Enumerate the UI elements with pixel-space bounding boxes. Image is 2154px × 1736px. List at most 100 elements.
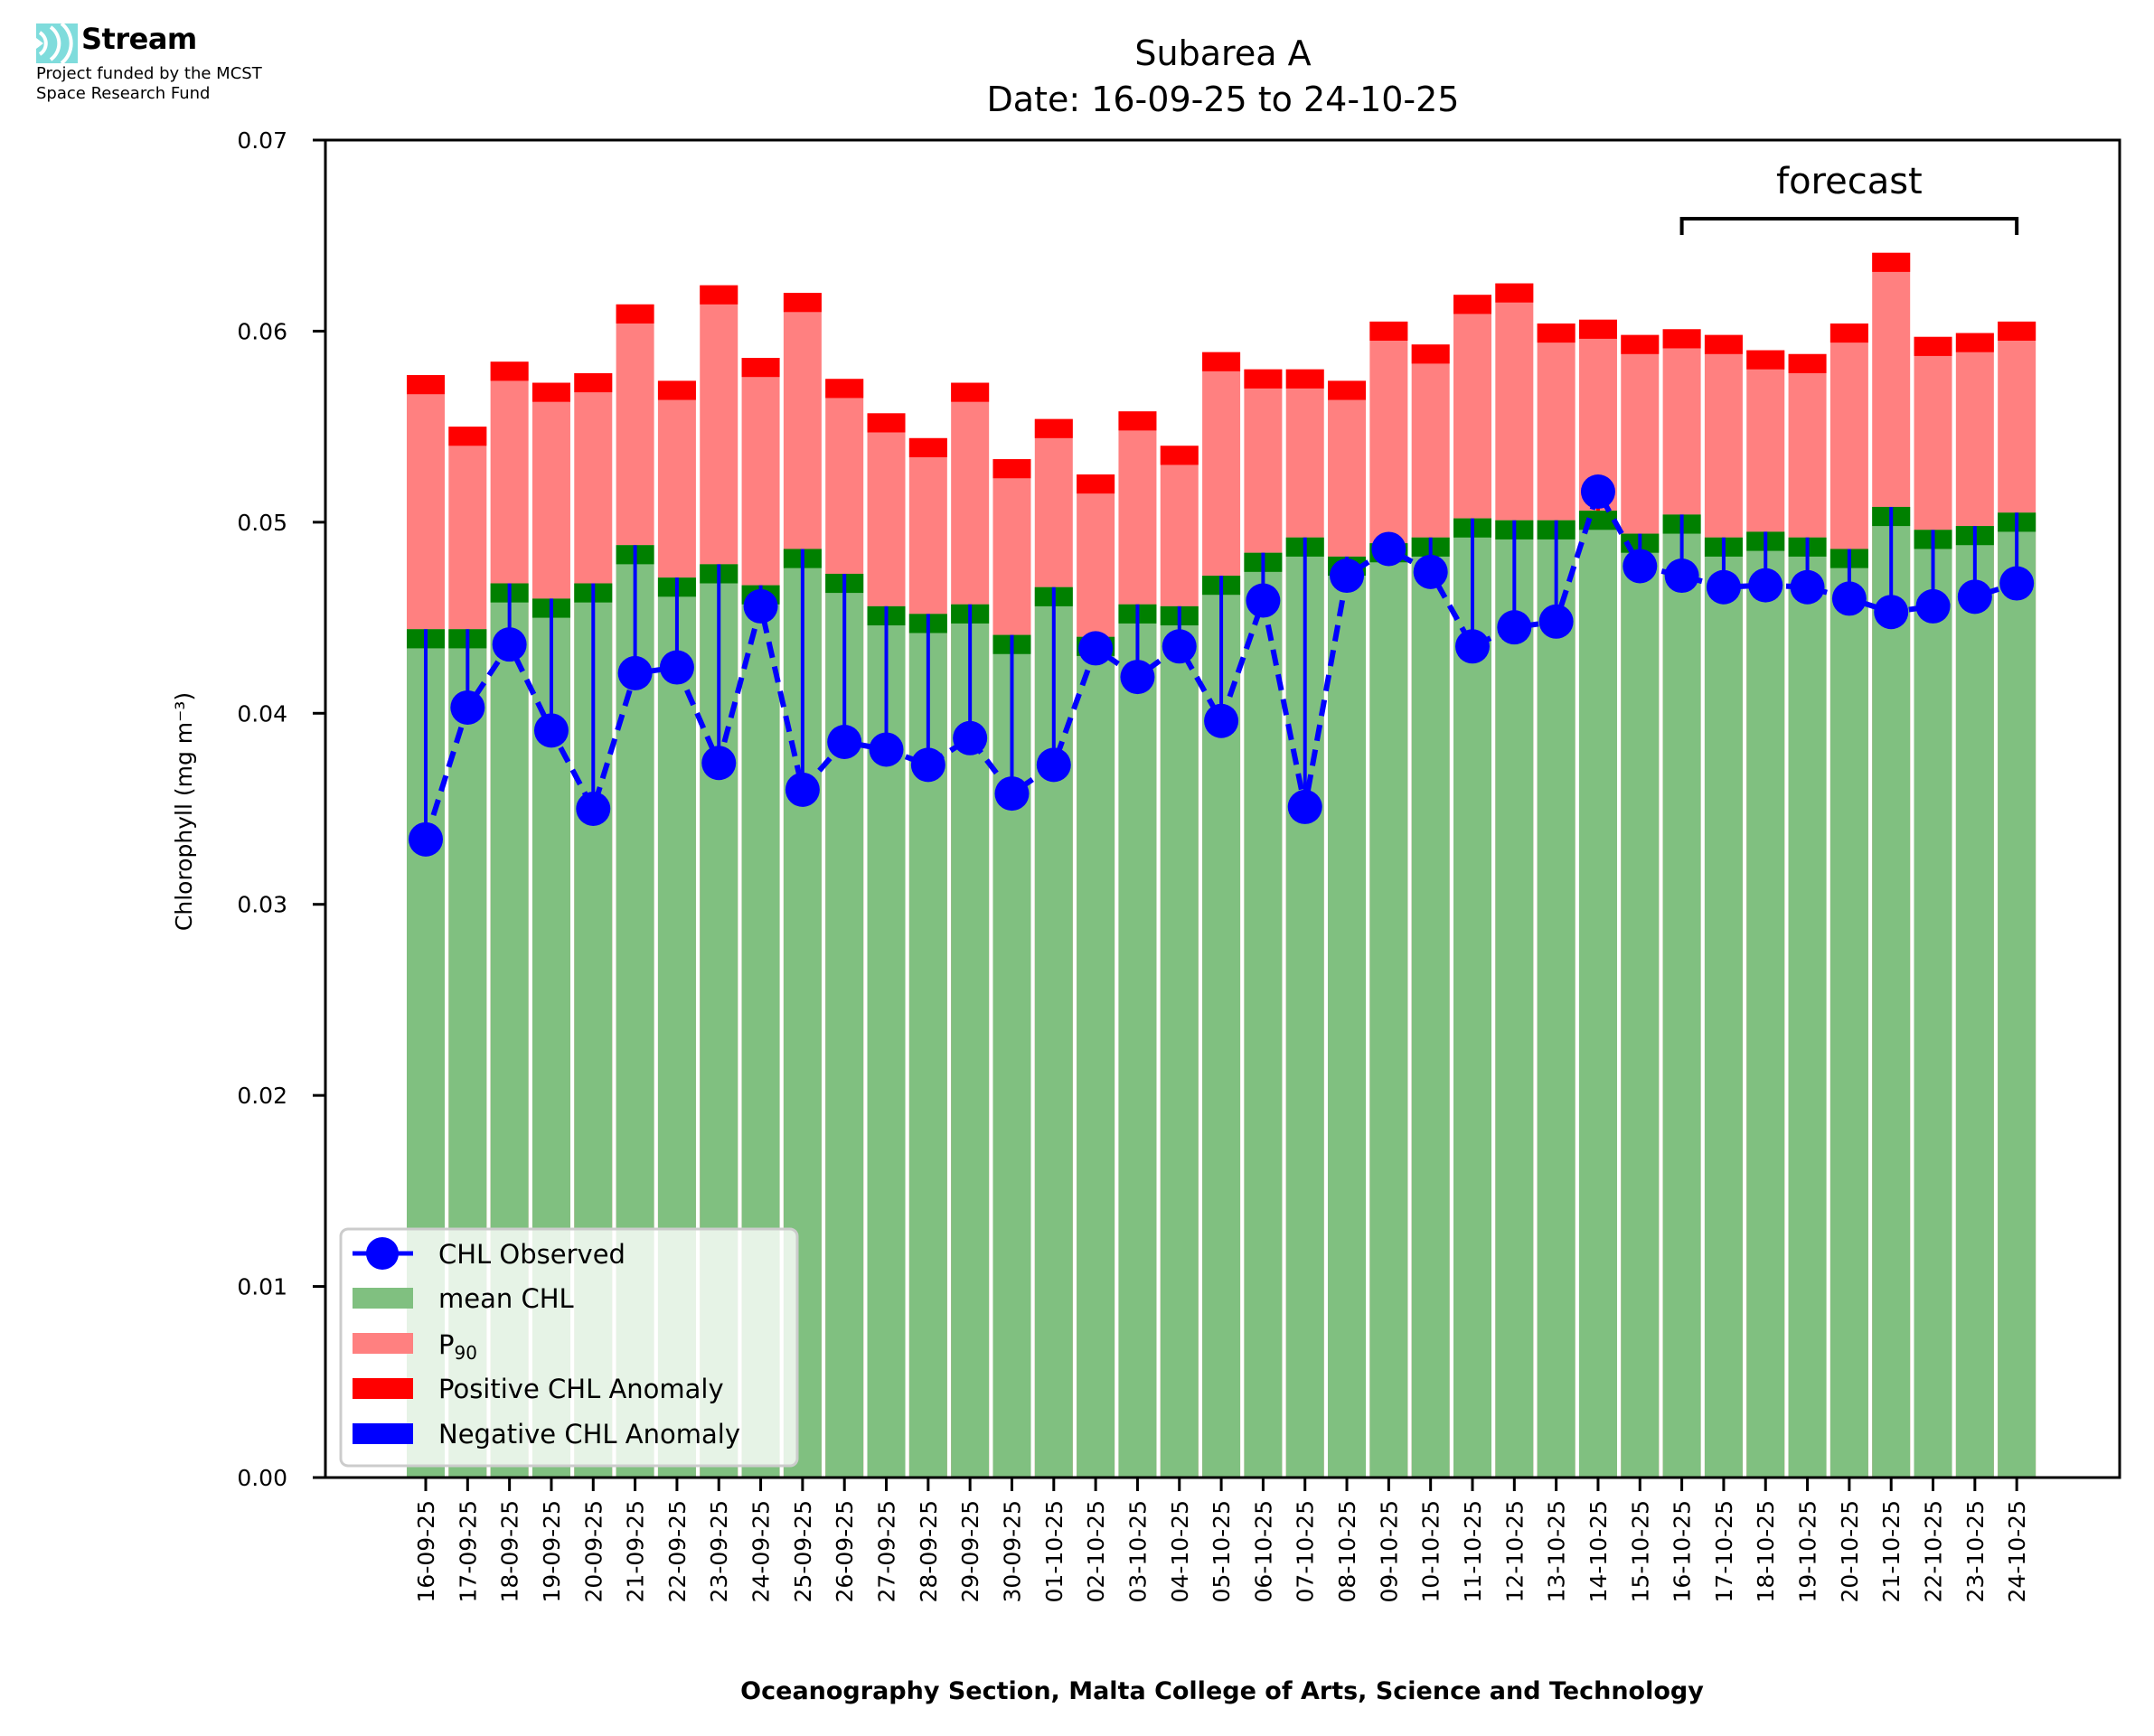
observed-point	[1371, 531, 1406, 567]
observed-point	[1580, 474, 1615, 510]
y-tick-label: 0.00	[237, 1465, 287, 1491]
p90-top-band	[992, 459, 1031, 479]
y-tick-label: 0.06	[237, 318, 287, 344]
legend-observed-marker-icon	[366, 1237, 399, 1270]
x-tick-label: 21-10-25	[1878, 1500, 1905, 1602]
observed-point	[1455, 629, 1490, 664]
x-tick-label: 17-10-25	[1711, 1500, 1737, 1602]
p90-top-band	[616, 304, 654, 324]
x-tick-label: 18-10-25	[1753, 1500, 1779, 1602]
observed-point	[1623, 549, 1658, 584]
legend-label-p90-sub: 90	[455, 1342, 477, 1364]
legend-label-mean: mean CHL	[438, 1283, 574, 1314]
funding-line-1: Project funded by the MCST	[36, 64, 262, 83]
legend-item-mean: mean CHL	[353, 1283, 574, 1314]
logo-name: Stream	[81, 22, 197, 56]
p90-top-band	[700, 285, 738, 305]
p90-top-band	[825, 379, 864, 399]
mean-bar	[1495, 520, 1534, 1478]
x-tick-label: 16-09-25	[413, 1500, 439, 1602]
mean-bar	[1955, 526, 1994, 1478]
legend-item-negative: Negative CHL Anomaly	[353, 1419, 740, 1450]
x-tick-label: 18-09-25	[497, 1500, 523, 1602]
observed-point	[1036, 747, 1071, 783]
y-axis-label: Chlorophyll (mg m⁻³)	[171, 692, 197, 931]
observed-point	[617, 655, 653, 690]
x-tick-label: 13-10-25	[1544, 1500, 1570, 1602]
mean-bar	[1788, 537, 1827, 1478]
p90-top-band	[1118, 411, 1157, 431]
p90-top-band	[531, 382, 570, 402]
x-tick-label: 16-10-25	[1670, 1500, 1696, 1602]
x-tick-label: 06-10-25	[1250, 1500, 1276, 1602]
observed-point	[659, 650, 694, 685]
legend-mean-swatch-icon	[353, 1288, 413, 1309]
p90-top-band	[1662, 329, 1701, 349]
p90-top-band	[657, 380, 696, 400]
observed-point	[1078, 631, 1114, 666]
observed-point	[827, 725, 862, 759]
x-tick-label: 07-10-25	[1293, 1500, 1319, 1602]
p90-top-band	[1328, 380, 1367, 400]
stream-logo-icon	[36, 22, 80, 65]
x-tick-label: 04-10-25	[1167, 1500, 1193, 1602]
mean-bar	[1662, 514, 1701, 1478]
forecast-label: forecast	[1776, 161, 1923, 202]
p90-top-band	[1955, 333, 1994, 352]
mean-bar	[1537, 520, 1576, 1478]
x-tick-label: 23-09-25	[706, 1500, 732, 1602]
observed-point	[1664, 558, 1699, 594]
x-tick-label: 20-09-25	[580, 1500, 607, 1602]
chart-title: Subarea A	[1134, 33, 1311, 73]
observed-point	[1538, 604, 1574, 639]
legend-positive-swatch-icon	[353, 1378, 413, 1399]
x-tick-label: 03-10-25	[1124, 1500, 1151, 1602]
forecast-bracket	[1679, 217, 2019, 235]
x-tick-label: 24-10-25	[2004, 1500, 2030, 1602]
mean-bar	[1704, 537, 1743, 1478]
x-axis-label: Oceanography Section, Malta College of A…	[740, 1677, 1704, 1705]
x-tick-label: 15-10-25	[1627, 1500, 1653, 1602]
mean-bar	[1411, 537, 1450, 1478]
legend-box	[339, 1227, 799, 1468]
p90-top-band	[448, 427, 487, 446]
p90-top-band	[783, 293, 822, 313]
observed-point	[1831, 581, 1867, 616]
funding-line-2: Space Research Fund	[36, 84, 211, 103]
x-tick-label: 25-09-25	[790, 1500, 816, 1602]
mean-bar	[1914, 530, 1952, 1478]
observed-point	[1915, 588, 1951, 624]
observed-point	[994, 776, 1030, 812]
y-tick-label: 0.07	[237, 127, 287, 154]
legend-label-p90-main: P	[438, 1329, 455, 1360]
mean-bar	[1328, 556, 1367, 1478]
p90-top-band	[1621, 334, 1660, 354]
observed-point	[1957, 579, 1992, 615]
observed-point	[953, 720, 988, 755]
p90-top-band	[1998, 321, 2036, 341]
x-tick-label: 30-09-25	[999, 1500, 1025, 1602]
observed-point	[1120, 660, 1155, 695]
y-axis-ticks: 0.00 0.01 0.02 0.03 0.04 0.05 0.06 0.07	[237, 127, 325, 1491]
observed-point	[743, 588, 778, 624]
x-tick-label: 12-10-25	[1501, 1500, 1528, 1602]
legend-item-p90: P90	[353, 1329, 477, 1364]
mean-bar	[1829, 549, 1868, 1478]
p90-top-band	[908, 437, 947, 457]
x-tick-label: 19-09-25	[539, 1500, 565, 1602]
observed-point	[1287, 789, 1322, 824]
p90-top-band	[407, 375, 445, 395]
p90-top-band	[1704, 334, 1743, 354]
mean-bar	[1872, 506, 1911, 1478]
observed-point	[785, 772, 820, 807]
x-tick-label: 26-09-25	[832, 1500, 858, 1602]
mean-bar	[1746, 531, 1785, 1478]
observed-point	[1162, 629, 1197, 664]
p90-top-band	[490, 361, 529, 381]
p90-top-band	[1285, 369, 1324, 389]
p90-top-band	[741, 358, 780, 378]
legend: CHL Observed mean CHL P90 Positive CHL A…	[339, 1227, 799, 1468]
x-tick-label: 10-10-25	[1418, 1500, 1444, 1602]
p90-top-band	[574, 372, 613, 393]
